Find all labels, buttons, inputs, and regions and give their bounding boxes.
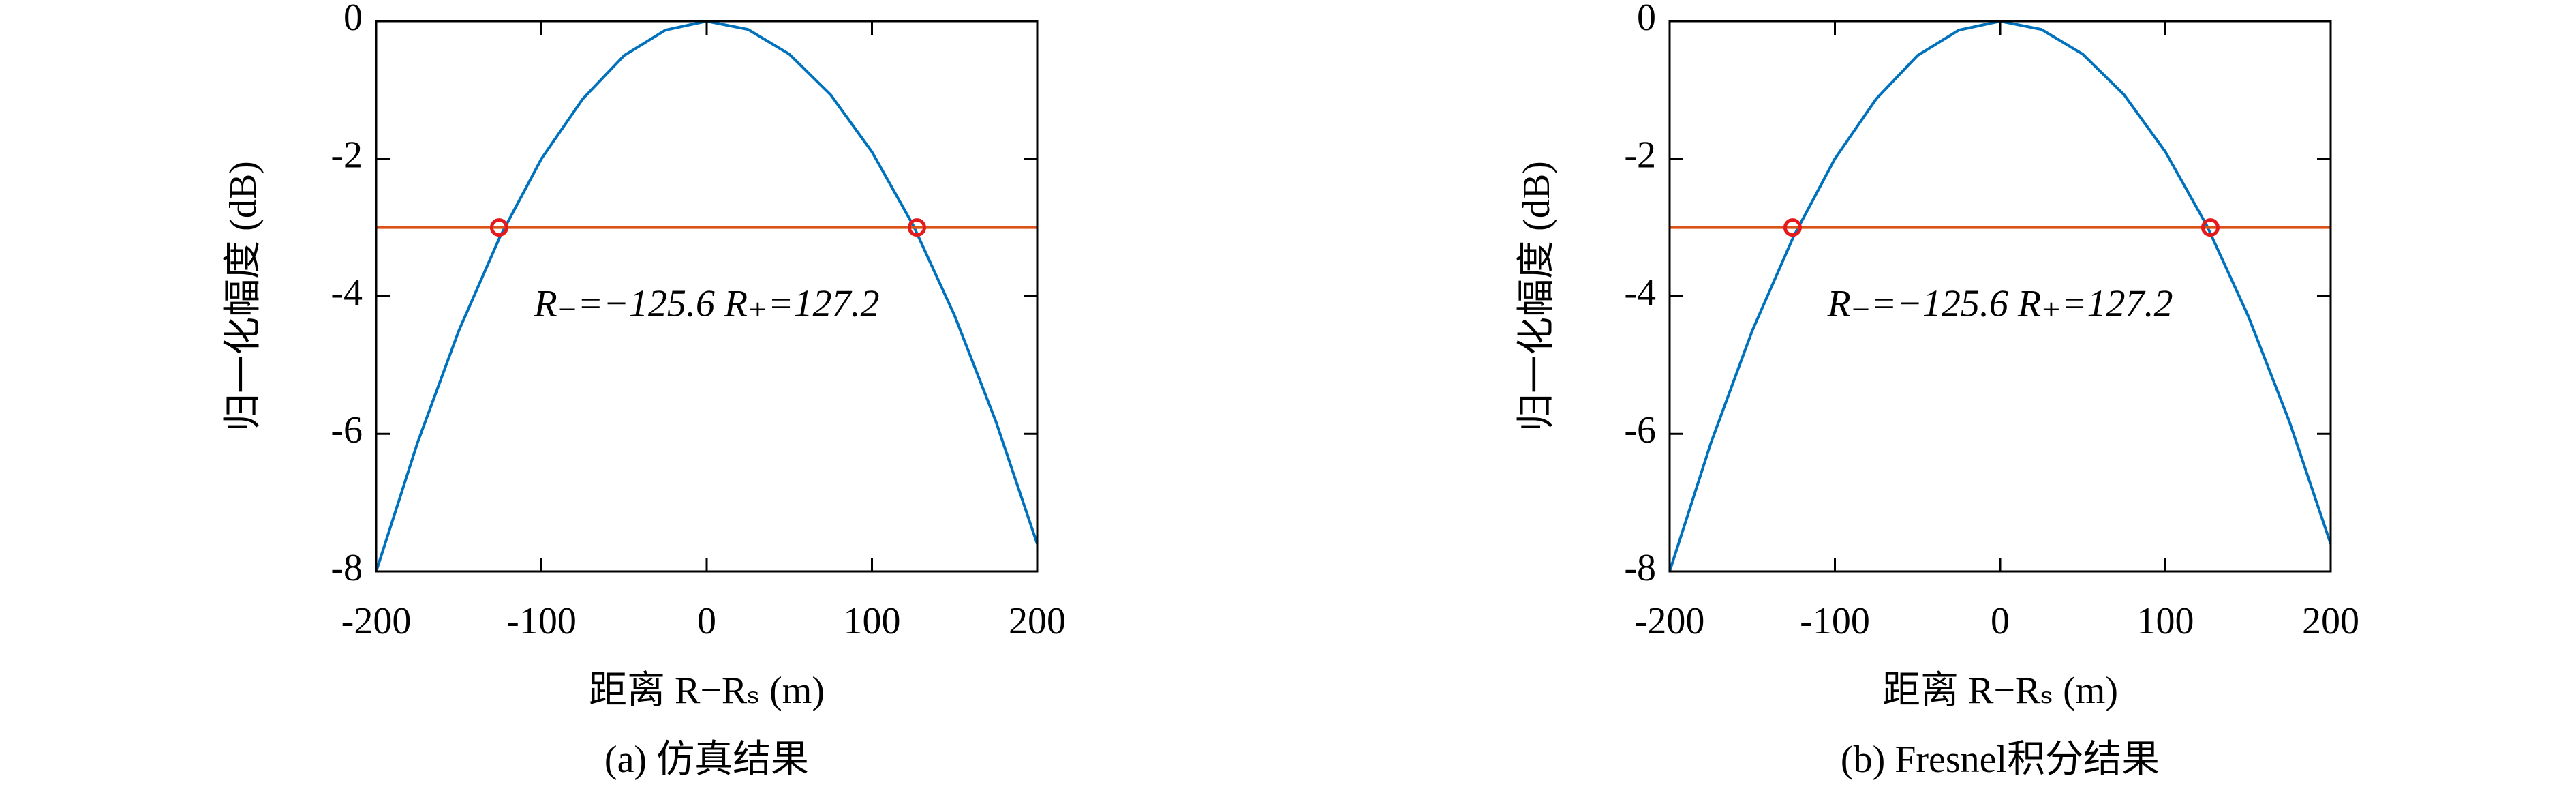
caption: (b) Fresnel积分结果 <box>1841 738 2160 781</box>
data-marker <box>2201 218 2220 237</box>
y-tick-label: -6 <box>331 409 363 451</box>
y-tick-label: -2 <box>331 134 363 177</box>
y-tick-label: -4 <box>331 271 363 314</box>
chart: -200 -100 0 100 200 -8 -6 -4 -2 0 R₋=−125.6 R₊=127… <box>1516 0 2359 781</box>
y-tick-label: -8 <box>331 547 363 589</box>
data-marker <box>907 218 926 237</box>
y-axis-label: 归一化幅度 (dB) <box>1516 161 1558 432</box>
x-tick-label: -200 <box>341 600 412 642</box>
x-tick-label: -100 <box>1800 600 1870 642</box>
x-tick-label: 0 <box>697 600 716 642</box>
x-tick-label: 100 <box>2137 600 2194 642</box>
annotation: R₋=−125.6 R₊=127.2 <box>1827 282 2173 325</box>
y-axis-label: 归一化幅度 (dB) <box>222 161 264 432</box>
x-axis-label: 距离 R−Rₛ (m) <box>589 670 825 712</box>
y-tick-label: 0 <box>343 0 363 39</box>
y-tick-label: -4 <box>1624 271 1656 314</box>
x-tick-label: -100 <box>506 600 577 642</box>
x-tick-label: -200 <box>1635 600 1705 642</box>
x-tick-label: 200 <box>1009 600 1066 642</box>
chart: -200 -100 0 100 200 -8 -6 -4 -2 0 R₋=−125.6 R₊=127… <box>222 0 1066 781</box>
x-axis-label: 距离 R−Rₛ (m) <box>1882 670 2118 712</box>
annotation: R₋=−125.6 R₊=127.2 <box>534 282 880 325</box>
x-tick-label: 0 <box>1991 600 2010 642</box>
x-tick-label: 100 <box>844 600 901 642</box>
y-tick-label: -6 <box>1624 409 1656 451</box>
y-tick-label: 0 <box>1637 0 1656 39</box>
caption: (a) 仿真结果 <box>604 738 809 781</box>
y-tick-label: -2 <box>1624 134 1656 177</box>
y-tick-label: -8 <box>1624 547 1656 589</box>
data-marker <box>489 218 508 237</box>
data-marker <box>1783 218 1802 237</box>
x-tick-label: 200 <box>2302 600 2359 642</box>
